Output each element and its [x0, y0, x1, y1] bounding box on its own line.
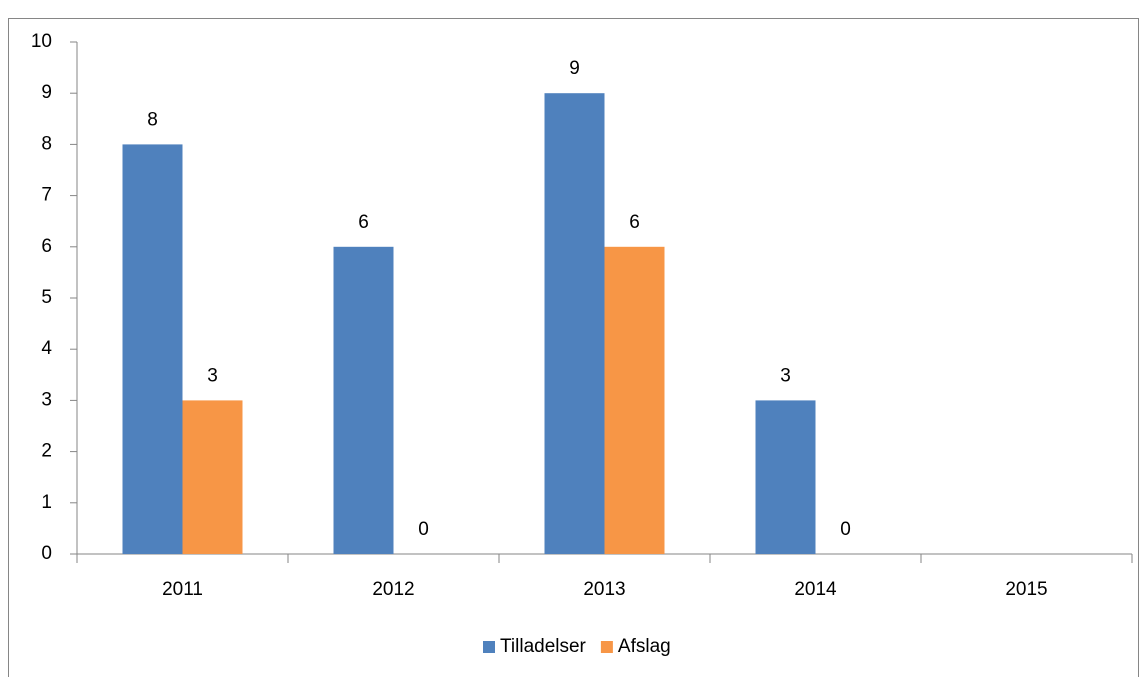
legend-swatch	[600, 641, 613, 653]
bar	[755, 400, 816, 554]
bar	[333, 246, 394, 555]
bar	[604, 246, 665, 555]
data-label: 3	[207, 365, 218, 386]
bar	[122, 144, 183, 554]
y-tick-label: 5	[41, 287, 52, 308]
chart-frame	[8, 18, 1139, 677]
data-label: 3	[780, 365, 791, 386]
data-label: 0	[840, 519, 851, 540]
y-tick-label: 1	[41, 492, 52, 513]
legend-label: Afslag	[618, 636, 671, 657]
legend-swatch	[483, 641, 495, 653]
x-tick-label: 2013	[583, 579, 625, 600]
data-label: 8	[147, 109, 158, 130]
bar	[544, 93, 605, 554]
y-tick-label: 7	[41, 185, 52, 206]
data-label: 9	[569, 58, 580, 79]
bar	[182, 400, 243, 554]
data-label: 0	[418, 519, 429, 540]
y-tick-label: 10	[31, 31, 52, 52]
data-label: 6	[358, 212, 369, 233]
y-tick-label: 4	[41, 338, 52, 359]
x-tick-label: 2015	[1005, 579, 1047, 600]
y-tick-label: 9	[41, 82, 52, 103]
y-tick-label: 3	[41, 389, 52, 410]
y-tick-label: 6	[41, 236, 52, 257]
x-tick-label: 2011	[162, 579, 203, 600]
x-tick-label: 2012	[372, 579, 414, 600]
data-label: 6	[629, 212, 640, 233]
y-tick-label: 8	[41, 133, 52, 154]
x-tick-label: 2014	[794, 579, 837, 600]
y-tick-label: 0	[41, 543, 52, 564]
legend-label: Tilladelser	[500, 636, 587, 657]
y-tick-label: 2	[41, 441, 52, 462]
